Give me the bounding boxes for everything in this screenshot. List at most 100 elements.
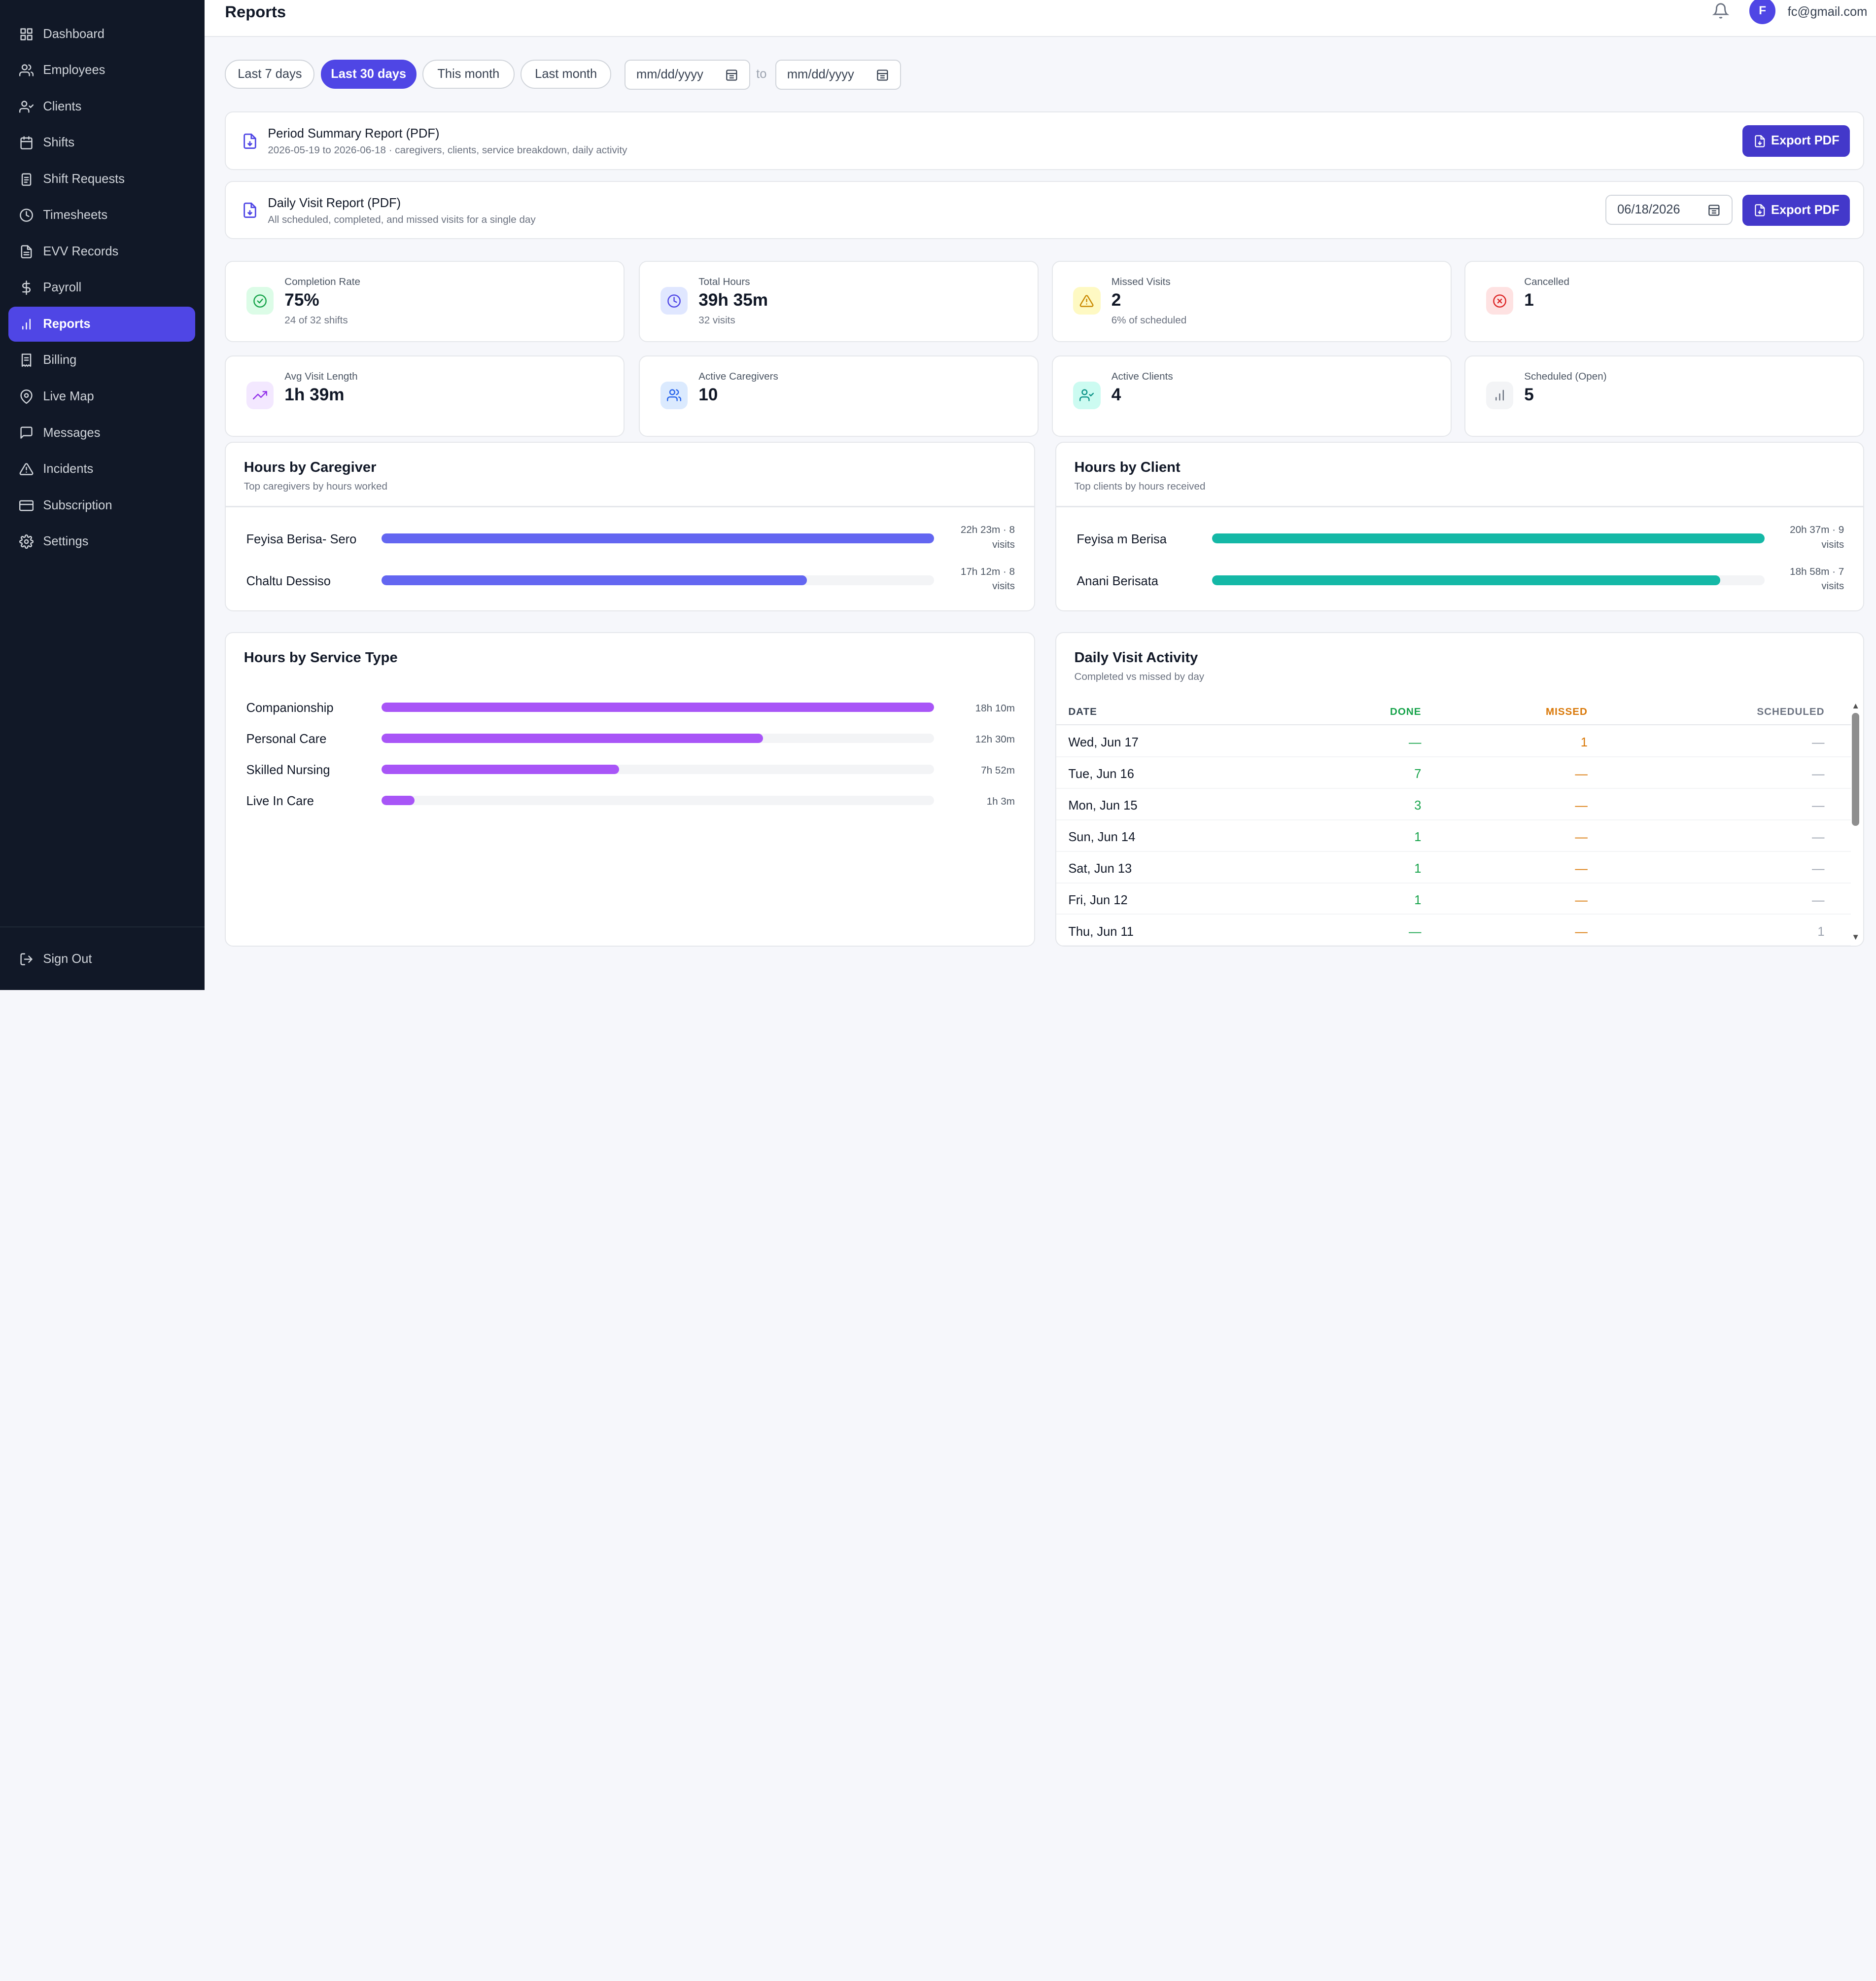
bar-label: Anani Berisata (1077, 574, 1158, 588)
panel-title: Hours by Caregiver (243, 459, 377, 475)
trending-up-icon (246, 381, 274, 409)
bar-track (381, 733, 935, 743)
sidebar-item-subscription[interactable]: Subscription (8, 488, 195, 523)
scroll-down-arrow-icon[interactable]: ▼ (1851, 932, 1860, 942)
sidebar-item-dashboard[interactable]: Dashboard (8, 17, 195, 51)
sidebar-item-label: Settings (43, 534, 89, 549)
bar-fill (381, 764, 620, 775)
bar-label: Live In Care (246, 794, 314, 809)
sidebar-item-incidents[interactable]: Incidents (8, 452, 195, 486)
bar-label: Personal Care (246, 732, 327, 746)
panel-subtitle: Top clients by hours received (1074, 481, 1206, 493)
cell-date: Wed, Jun 17 (1068, 736, 1139, 750)
divider (226, 506, 1034, 507)
table-header: DATE DONE MISSED SCHEDULED (1056, 699, 1851, 725)
sidebar-item-label: Shift Requests (43, 172, 125, 186)
cell-done: — (1408, 736, 1422, 750)
sidebar-item-payroll[interactable]: Payroll (8, 271, 195, 305)
bar-value: 1h 3m (986, 796, 1015, 808)
file-download-icon (242, 201, 258, 220)
sidebar-item-live-map[interactable]: Live Map (8, 379, 195, 414)
sidebar-item-billing[interactable]: Billing (8, 343, 195, 378)
calendar-icon[interactable] (1707, 203, 1721, 216)
preset-this-month[interactable]: This month (422, 60, 515, 89)
bar-fill (381, 702, 935, 712)
stat-card-missed-visits: Missed Visits 2 6% of scheduled (1051, 261, 1452, 343)
sidebar-item-label: Live Map (43, 389, 94, 403)
bar-fill (381, 733, 763, 743)
table-scrollbar[interactable]: ▲ ▼ (1851, 700, 1860, 944)
map-pin-icon (18, 389, 35, 405)
cell-missed: — (1575, 767, 1588, 781)
sidebar-item-shifts[interactable]: Shifts (8, 126, 195, 160)
date-to-input[interactable]: mm/dd/yyyy (775, 60, 901, 90)
panel-title: Hours by Client (1074, 459, 1181, 475)
bar-row: Chaltu Dessiso 17h 12m · 8 visits (226, 566, 1034, 596)
bar-row: Personal Care 12h 30m (226, 725, 1034, 754)
x-circle-icon (1486, 287, 1514, 315)
stat-value: 1h 39m (284, 385, 345, 405)
export-period-pdf-button[interactable]: Export PDF (1742, 125, 1850, 157)
sidebar-item-settings[interactable]: Settings (8, 524, 195, 559)
dashboard-icon (18, 26, 35, 42)
sidebar-item-timesheets[interactable]: Timesheets (8, 198, 195, 233)
daily-report-date-value: 06/18/2026 (1617, 203, 1680, 217)
bar-row: Skilled Nursing 7h 52m (226, 756, 1034, 785)
bar-track (1212, 533, 1765, 543)
report-title: Period Summary Report (PDF) (268, 126, 440, 141)
sidebar-item-label: Incidents (43, 462, 94, 476)
sidebar-item-messages[interactable]: Messages (8, 416, 195, 450)
scroll-up-arrow-icon[interactable]: ▲ (1851, 701, 1860, 711)
bar-row: Companionship 18h 10m (226, 694, 1034, 723)
daily-report-date-input[interactable]: 06/18/2026 (1605, 195, 1733, 225)
cell-scheduled: — (1812, 799, 1825, 813)
stat-value: 5 (1524, 385, 1534, 405)
sidebar-item-employees[interactable]: Employees (8, 53, 195, 88)
export-daily-pdf-button[interactable]: Export PDF (1742, 195, 1850, 226)
calendar-icon[interactable] (876, 68, 889, 81)
bar-track (381, 533, 935, 543)
avatar[interactable]: F (1749, 0, 1776, 24)
file-icon (18, 243, 35, 260)
sidebar-item-reports[interactable]: Reports (8, 307, 195, 342)
sidebar-item-label: Clients (43, 99, 82, 113)
message-icon (18, 424, 35, 441)
preset-last-7-days[interactable]: Last 7 days (225, 60, 315, 89)
sidebar-item-evv-records[interactable]: EVV Records (8, 234, 195, 269)
bar-value: 22h 23m · 8 visits (960, 524, 1015, 550)
bar-track (1212, 575, 1765, 585)
sidebar-item-label: Reports (43, 317, 91, 331)
bell-icon[interactable] (1712, 2, 1730, 19)
bar-row: Live In Care 1h 3m (226, 787, 1034, 816)
bar-fill (381, 795, 415, 806)
divider (1056, 506, 1864, 507)
dollar-icon (18, 280, 35, 296)
date-from-input[interactable]: mm/dd/yyyy (625, 60, 751, 90)
table-row: Fri, Jun 12 1 — — (1056, 884, 1851, 915)
stat-label: Active Caregivers (698, 371, 778, 383)
calendar-icon[interactable] (725, 68, 738, 81)
preset-last-month[interactable]: Last month (520, 60, 612, 89)
sign-out-button[interactable]: Sign Out (8, 942, 194, 976)
sidebar-item-label: Billing (43, 353, 77, 367)
bar-chart-icon (18, 316, 35, 332)
sidebar-item-clients[interactable]: Clients (8, 89, 195, 124)
file-download-icon (242, 132, 258, 151)
user-email[interactable]: fc@gmail.com (1787, 4, 1868, 19)
header-date[interactable]: DATE (1068, 706, 1097, 717)
bar-row: Feyisa m Berisa 20h 37m · 9 visits (1056, 524, 1863, 554)
preset-last-30-days[interactable]: Last 30 days (320, 60, 417, 89)
cell-date: Mon, Jun 15 (1068, 799, 1138, 813)
bar-value: 12h 30m (975, 734, 1015, 745)
cell-date: Tue, Jun 16 (1068, 767, 1134, 781)
header-done[interactable]: DONE (1390, 706, 1422, 717)
bar-value: 20h 37m · 9 visits (1790, 524, 1844, 550)
scroll-thumb[interactable] (1852, 713, 1859, 826)
stat-card-active-caregivers: Active Caregivers 10 (639, 355, 1039, 437)
table-row: Sat, Jun 13 1 — — (1056, 852, 1851, 884)
alert-triangle-icon (18, 461, 35, 478)
header-missed[interactable]: MISSED (1545, 706, 1588, 717)
table-row: Tue, Jun 16 7 — — (1056, 758, 1851, 789)
sidebar-item-shift-requests[interactable]: Shift Requests (8, 162, 195, 196)
header-scheduled[interactable]: SCHEDULED (1757, 706, 1825, 717)
